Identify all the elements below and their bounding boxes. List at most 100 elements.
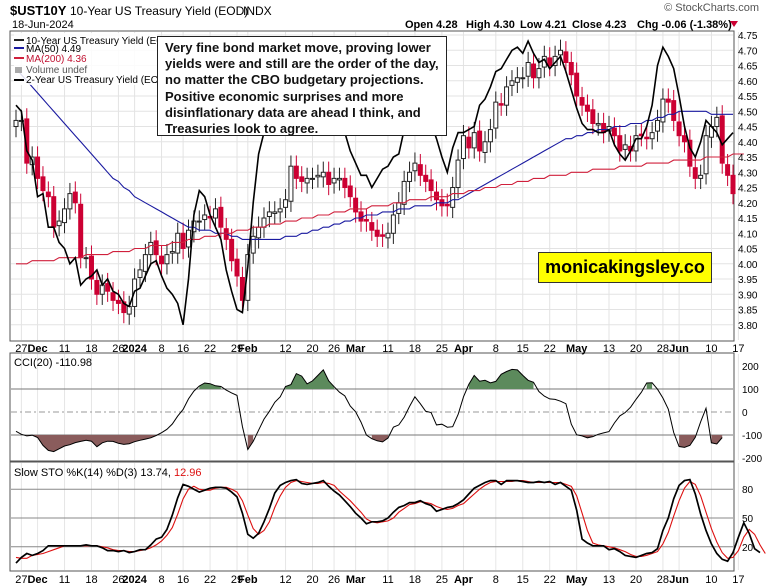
candle-down: [229, 238, 235, 262]
candle-up: [385, 232, 391, 239]
sto-x-tick-label: 20: [630, 574, 642, 586]
candle-down: [72, 191, 78, 204]
candle-down: [326, 171, 332, 185]
candle-up: [196, 220, 202, 223]
candle-down: [94, 280, 100, 295]
candle-up: [536, 68, 542, 79]
candle-down: [671, 100, 677, 121]
price-x-tick-label: 27: [15, 343, 27, 355]
candle-up: [250, 235, 256, 254]
candle-down: [730, 174, 736, 195]
candle-up: [62, 208, 68, 224]
price-tick-label: 4.65: [738, 62, 758, 73]
price-x-tick-label: May: [566, 343, 588, 355]
candle-up: [622, 144, 628, 150]
price-tick-label: 4.00: [738, 260, 758, 271]
candle-up: [460, 135, 466, 160]
price-x-tick-label: Mar: [346, 343, 366, 355]
candle-up: [169, 251, 175, 254]
price-x-tick-label: 8: [493, 343, 499, 355]
candle-up: [175, 232, 181, 254]
sto-x-tick-label: 8: [158, 574, 164, 586]
us2y-line: [15, 39, 734, 325]
candle-up: [412, 162, 418, 172]
candle-down: [584, 104, 590, 112]
candle-down: [417, 164, 423, 176]
candle-down: [115, 299, 121, 304]
candle-down: [617, 135, 623, 152]
candle-down: [380, 234, 386, 237]
cci-overbought-fill: [646, 382, 653, 389]
candle-up: [509, 80, 515, 86]
candle-down: [342, 177, 348, 189]
sto-x-tick-label: 18: [85, 574, 97, 586]
candle-down: [110, 292, 116, 301]
sto-k-line: [15, 478, 761, 564]
candle-down: [579, 97, 585, 106]
legend-swatch-volume: [15, 67, 22, 73]
cci-overbought-fill: [199, 383, 221, 389]
candle-up: [272, 211, 278, 214]
candle-down: [477, 130, 483, 152]
price-tick-label: 3.80: [738, 321, 758, 332]
candle-up: [390, 214, 396, 234]
candle-down: [531, 63, 537, 79]
sto-title-label: Slow STO %K(14) %D(3) 13.74, 12.96: [14, 467, 202, 479]
cci-line: [15, 368, 723, 453]
price-x-tick-label: 18: [409, 343, 421, 355]
candle-down: [590, 109, 596, 124]
candle-up: [336, 177, 342, 181]
candle-up: [450, 187, 456, 208]
low-readout: Low 4.21: [520, 19, 566, 31]
candle-down: [681, 135, 687, 143]
candle-up: [649, 132, 655, 140]
candle-up: [455, 159, 461, 189]
candle-down: [719, 115, 725, 164]
sto-x-tick-label: 25: [436, 574, 448, 586]
price-x-tick-label: 8: [158, 343, 164, 355]
candle-down: [574, 72, 580, 97]
candle-up: [331, 177, 337, 184]
price-tick-label: 4.10: [738, 229, 758, 240]
cci-tick-label: 0: [742, 408, 748, 419]
price-x-tick-label: 11: [59, 343, 70, 355]
sto-x-tick-label: 20: [306, 574, 318, 586]
symbol: $UST10Y: [10, 3, 67, 18]
sto-x-tick-label: 18: [409, 574, 421, 586]
candle-up: [126, 305, 132, 315]
price-tick-label: 4.55: [738, 92, 758, 103]
candle-down: [687, 139, 693, 167]
cci-overbought-fill: [468, 369, 534, 389]
candle-down: [547, 57, 553, 67]
candle-up: [698, 174, 704, 179]
candle-up: [142, 254, 148, 272]
price-legend: 10-Year US Treasury Yield (EOD) MA(50) 4…: [14, 33, 175, 86]
candle-down: [105, 283, 111, 292]
candle-up: [471, 132, 477, 149]
candle-up: [13, 119, 19, 128]
candle-down: [88, 255, 94, 280]
price-x-tick-label: 10: [705, 343, 717, 355]
price-x-tick-label: 2024: [122, 343, 147, 355]
candle-down: [568, 61, 574, 76]
candle-down: [78, 203, 84, 259]
price-x-tick-label: Jun: [669, 343, 689, 355]
candle-down: [51, 196, 57, 228]
price-tick-label: 4.70: [738, 46, 758, 57]
sto-x-tick-label: Jun: [669, 574, 689, 586]
legend-label-2y: 2-Year US Treasury Yield (EOD): [26, 75, 169, 86]
sto-x-tick-label: 16: [177, 574, 189, 586]
sto-layer: [15, 478, 766, 564]
candle-up: [660, 98, 666, 123]
candle-down: [45, 191, 51, 198]
candle-up: [525, 61, 531, 77]
candle-down: [293, 165, 299, 179]
price-x-tick-label: 20: [306, 343, 318, 355]
candle-up: [482, 141, 488, 153]
cci-oversold-fill: [679, 435, 696, 448]
candle-up: [407, 171, 413, 182]
candle-up: [520, 77, 526, 80]
candle-up: [67, 193, 73, 210]
ma200-line: [16, 153, 744, 265]
sto-x-tick-label: Apr: [454, 574, 474, 586]
